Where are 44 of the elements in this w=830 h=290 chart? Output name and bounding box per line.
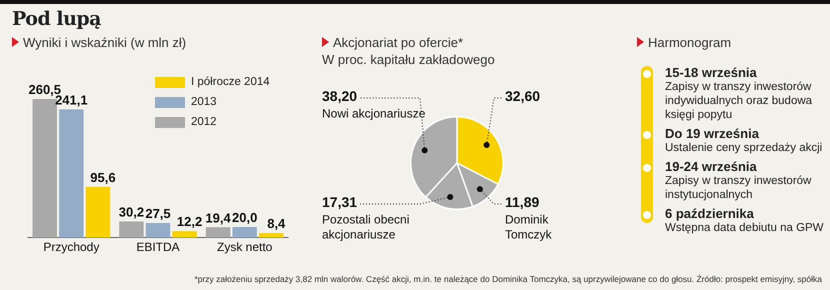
bar [32,99,57,238]
slice-label: Pozostali obecni akcjonariusze [322,212,410,242]
bar [86,186,110,238]
data-label: 8,4 [267,216,286,232]
legend-label: 2013 [190,95,218,110]
x-tick-label: EBITDA [136,240,180,254]
text: Ustalenie ceny sprzedaży akcji [665,141,824,155]
slice-label: Dominik Tomczyk [505,212,553,242]
bar [259,233,284,238]
slice-label: Nowi akcjonariusze [322,106,426,120]
text: Harmonogram [647,34,732,51]
data-label: 38,20 [322,88,358,104]
text: Zapisy w transzy inwestorów instytucjonalnych [665,174,812,202]
data-label: 20,0 [232,210,258,226]
x-tick-label: Zysk netto [216,240,273,254]
bar [59,109,84,238]
data-label: 32,60 [505,88,540,104]
bar [172,231,197,238]
chart-title: Pod lupą [12,8,101,30]
text: Zapisy w transzy inwestorów indywidualnych oraz budowa księgi popytu [665,80,814,122]
text: 6 października [665,206,755,221]
data-label: 260,5 [28,82,62,98]
bar [232,226,257,238]
data-label: 27,5 [145,206,171,222]
text: Do 19 września [665,126,760,141]
data-label: 17,31 [322,194,358,210]
data-label: 19,4 [205,210,232,226]
chart-subtitle: Wyniki i wskaźniki (w mln zł) [22,34,186,51]
legend-label: 2012 [190,115,218,130]
bar [119,222,144,238]
x-tick-label: Przychody [43,240,100,254]
text: 19-24 września [665,159,758,174]
data-label: 12,2 [176,214,202,230]
text: Wstępna data debiutu na GPW [665,221,825,235]
data-label: 30,2 [118,204,144,220]
chart-subtitle: W proc. kapitału zakładowego [322,51,495,68]
data-label: 11,89 [505,194,540,210]
bar [146,222,170,238]
data-label: 95,6 [90,170,116,185]
text: *przy założeniu sprzedaży 3,82 mln walorów. Część akcji, m.in. te należące do Dominika Tomczyka, są uprzywilejowane co do głosu. Źródło: prospekt emisyjny, spółka [194,274,822,284]
text: 15-18 września [665,65,758,80]
chart-title: Akcjonariat po ofercie* [332,34,464,51]
bar [206,227,230,238]
legend-label: I półrocze 2014 [190,75,270,90]
